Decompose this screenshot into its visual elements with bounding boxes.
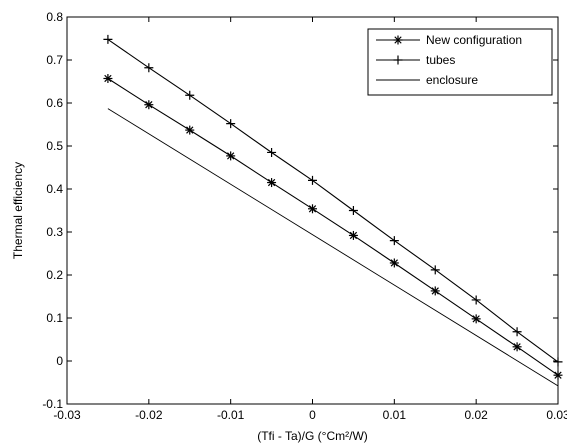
legend-label: tubes (426, 53, 455, 67)
data-point-0 (267, 178, 277, 188)
data-point-1 (308, 175, 317, 185)
data-point-1 (144, 63, 154, 73)
x-tick-label: 0.02 (464, 408, 488, 422)
data-point-0 (144, 100, 154, 110)
series-line-0 (107, 78, 559, 376)
x-axis-label: (Tfi - Ta)/G (°Cm²/W) (257, 429, 368, 443)
y-tick-label: 0.8 (46, 10, 63, 24)
legend-label: New configuration (426, 33, 522, 47)
data-point-0 (226, 151, 236, 161)
series-0 (103, 73, 563, 380)
data-point-0 (348, 230, 358, 240)
x-tick-label: 0 (309, 408, 316, 422)
data-point-1 (553, 357, 563, 367)
y-tick-label: 0.3 (46, 225, 63, 239)
series-2 (107, 108, 559, 387)
data-point-1 (267, 147, 277, 157)
data-point-0 (553, 370, 563, 380)
data-point-1 (226, 119, 236, 129)
data-point-1 (430, 265, 440, 275)
series-line-2 (107, 108, 559, 387)
series-layer (103, 34, 563, 387)
data-point-0 (308, 204, 317, 214)
y-tick-label: 0.2 (46, 268, 63, 282)
y-tick-label: 0.4 (46, 182, 63, 196)
data-point-1 (471, 295, 481, 305)
data-point-0 (512, 342, 522, 352)
y-axis-label: Thermal efficiency (11, 162, 25, 259)
legend-marker (393, 35, 403, 45)
legend-marker (393, 55, 403, 65)
legend-label: enclosure (426, 73, 478, 87)
y-tick-label: 0.6 (46, 96, 63, 110)
data-point-0 (103, 73, 113, 83)
data-point-0 (471, 314, 481, 324)
data-point-1 (185, 90, 195, 100)
axis-ticks: -0.03 -0.02 -0.01 0 0.01 0.02 0.03 -0.1 0 0.1 0.2 0… (42, 10, 567, 422)
data-point-1 (103, 34, 113, 44)
y-tick-label: 0.5 (46, 139, 63, 153)
y-tick-label: 0.1 (46, 311, 63, 325)
data-point-0 (430, 286, 440, 296)
series-line-1 (107, 38, 559, 363)
legend: New configuration tubes enclosure (367, 28, 553, 96)
data-point-1 (389, 236, 399, 246)
x-tick-label: -0.03 (53, 408, 81, 422)
x-tick-label: -0.02 (135, 408, 163, 422)
data-point-0 (185, 125, 195, 135)
y-tick-label: -0.1 (42, 397, 63, 411)
y-tick-label: 0.7 (46, 53, 63, 67)
x-tick-label: 0.01 (383, 408, 407, 422)
series-1 (103, 34, 563, 367)
data-point-1 (512, 327, 522, 337)
data-point-0 (389, 258, 399, 268)
data-point-1 (348, 206, 358, 215)
x-tick-label: -0.01 (217, 408, 245, 422)
x-tick-label: 0.03 (546, 408, 567, 422)
y-tick-label: 0 (56, 354, 63, 368)
